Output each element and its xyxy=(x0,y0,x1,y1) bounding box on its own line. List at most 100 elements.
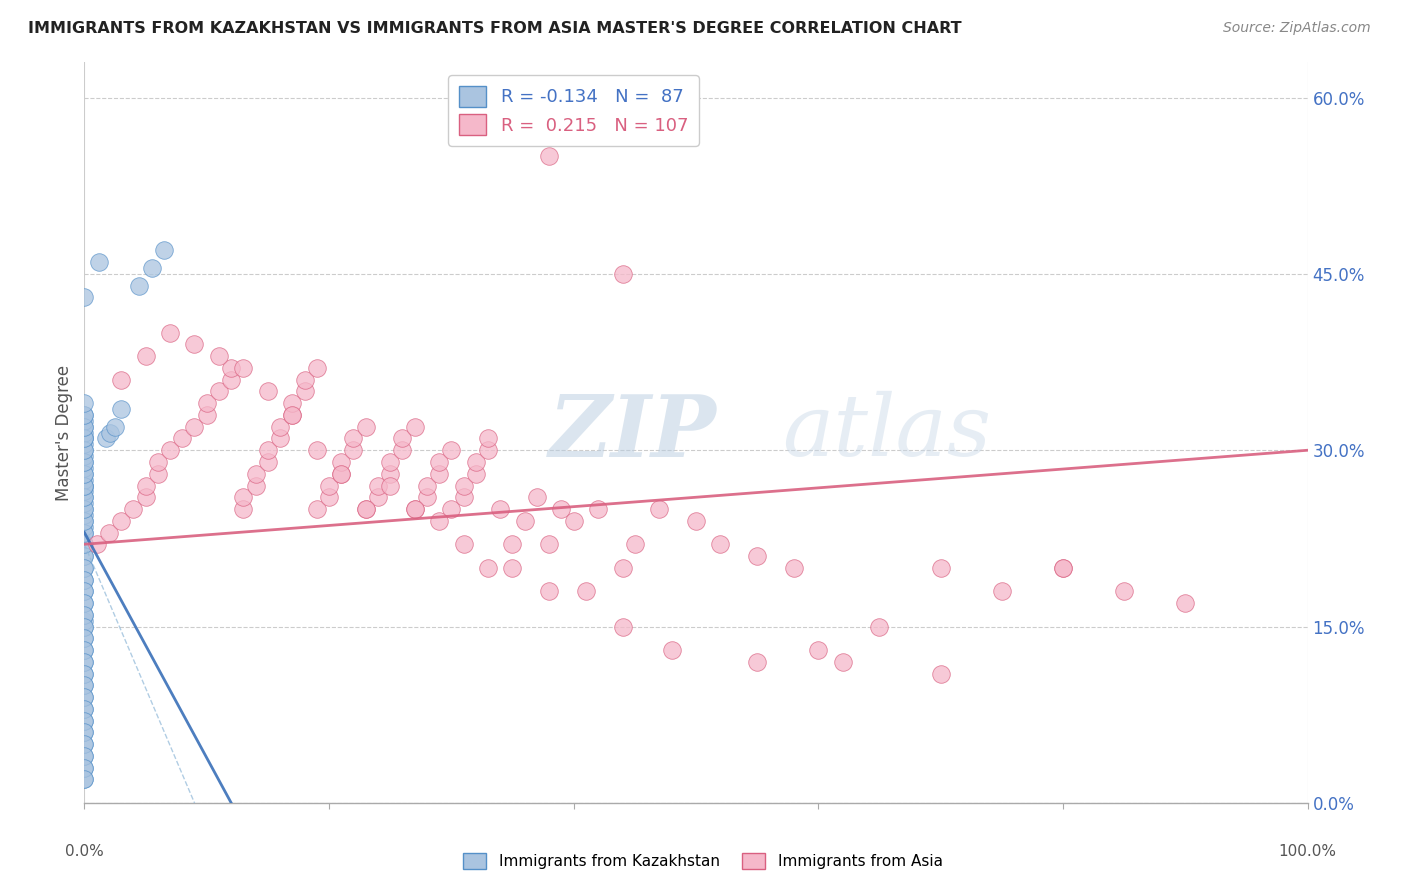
Point xyxy=(73,666,96,681)
Point xyxy=(538,149,561,163)
Point xyxy=(427,514,450,528)
Point xyxy=(195,408,218,422)
Point xyxy=(380,455,402,469)
Point xyxy=(318,490,340,504)
Point xyxy=(104,419,127,434)
Point xyxy=(477,443,499,458)
Point xyxy=(453,537,475,551)
Point xyxy=(73,514,96,528)
Point xyxy=(73,596,96,610)
Point xyxy=(110,514,132,528)
Point xyxy=(318,478,340,492)
Point xyxy=(269,419,291,434)
Point xyxy=(73,519,96,533)
Point xyxy=(73,760,96,774)
Point xyxy=(1114,584,1136,599)
Point xyxy=(73,525,96,540)
Point xyxy=(73,772,96,787)
Point xyxy=(73,432,96,446)
Point xyxy=(73,484,96,499)
Point xyxy=(98,425,121,440)
Point xyxy=(183,337,205,351)
Point xyxy=(416,478,439,492)
Point xyxy=(281,396,304,410)
Point xyxy=(86,537,108,551)
Point xyxy=(991,584,1014,599)
Point xyxy=(330,467,353,481)
Point xyxy=(73,290,96,304)
Point xyxy=(404,419,426,434)
Point xyxy=(73,666,96,681)
Point xyxy=(73,607,96,622)
Point xyxy=(367,478,389,492)
Point xyxy=(869,619,891,633)
Point xyxy=(159,443,181,458)
Point xyxy=(575,584,598,599)
Point xyxy=(73,714,96,728)
Text: ZIP: ZIP xyxy=(550,391,717,475)
Point xyxy=(73,643,96,657)
Point xyxy=(73,632,96,646)
Point xyxy=(73,478,96,492)
Point xyxy=(135,349,157,363)
Point xyxy=(146,467,169,481)
Point xyxy=(73,549,96,563)
Point xyxy=(269,432,291,446)
Point xyxy=(416,490,439,504)
Point xyxy=(1174,596,1197,610)
Point xyxy=(73,396,96,410)
Point xyxy=(73,643,96,657)
Point xyxy=(73,455,96,469)
Point xyxy=(257,443,280,458)
Point xyxy=(73,584,96,599)
Point xyxy=(232,502,254,516)
Point xyxy=(73,467,96,481)
Point xyxy=(73,655,96,669)
Point xyxy=(73,737,96,751)
Point xyxy=(219,373,242,387)
Point xyxy=(73,772,96,787)
Point xyxy=(427,455,450,469)
Point xyxy=(73,478,96,492)
Point xyxy=(245,467,267,481)
Point xyxy=(612,267,634,281)
Point xyxy=(624,537,647,551)
Point xyxy=(73,561,96,575)
Point xyxy=(73,508,96,522)
Point xyxy=(73,525,96,540)
Point xyxy=(73,490,96,504)
Point xyxy=(87,255,110,269)
Point xyxy=(73,619,96,633)
Point xyxy=(391,432,413,446)
Point xyxy=(73,478,96,492)
Point xyxy=(73,537,96,551)
Point xyxy=(73,443,96,458)
Point xyxy=(685,514,707,528)
Point xyxy=(453,478,475,492)
Point xyxy=(929,561,952,575)
Point xyxy=(73,607,96,622)
Point xyxy=(73,432,96,446)
Point xyxy=(612,561,634,575)
Point xyxy=(73,455,96,469)
Point xyxy=(73,490,96,504)
Point xyxy=(1052,561,1074,575)
Point xyxy=(464,455,486,469)
Point xyxy=(73,549,96,563)
Point xyxy=(305,443,328,458)
Legend: Immigrants from Kazakhstan, Immigrants from Asia: Immigrants from Kazakhstan, Immigrants f… xyxy=(457,847,949,875)
Point xyxy=(73,714,96,728)
Point xyxy=(342,443,364,458)
Point xyxy=(73,619,96,633)
Point xyxy=(73,725,96,739)
Point xyxy=(96,432,118,446)
Point xyxy=(73,502,96,516)
Point xyxy=(73,443,96,458)
Point xyxy=(342,432,364,446)
Point xyxy=(73,655,96,669)
Point xyxy=(354,502,377,516)
Point xyxy=(380,467,402,481)
Point xyxy=(747,549,769,563)
Point xyxy=(305,502,328,516)
Point xyxy=(305,361,328,376)
